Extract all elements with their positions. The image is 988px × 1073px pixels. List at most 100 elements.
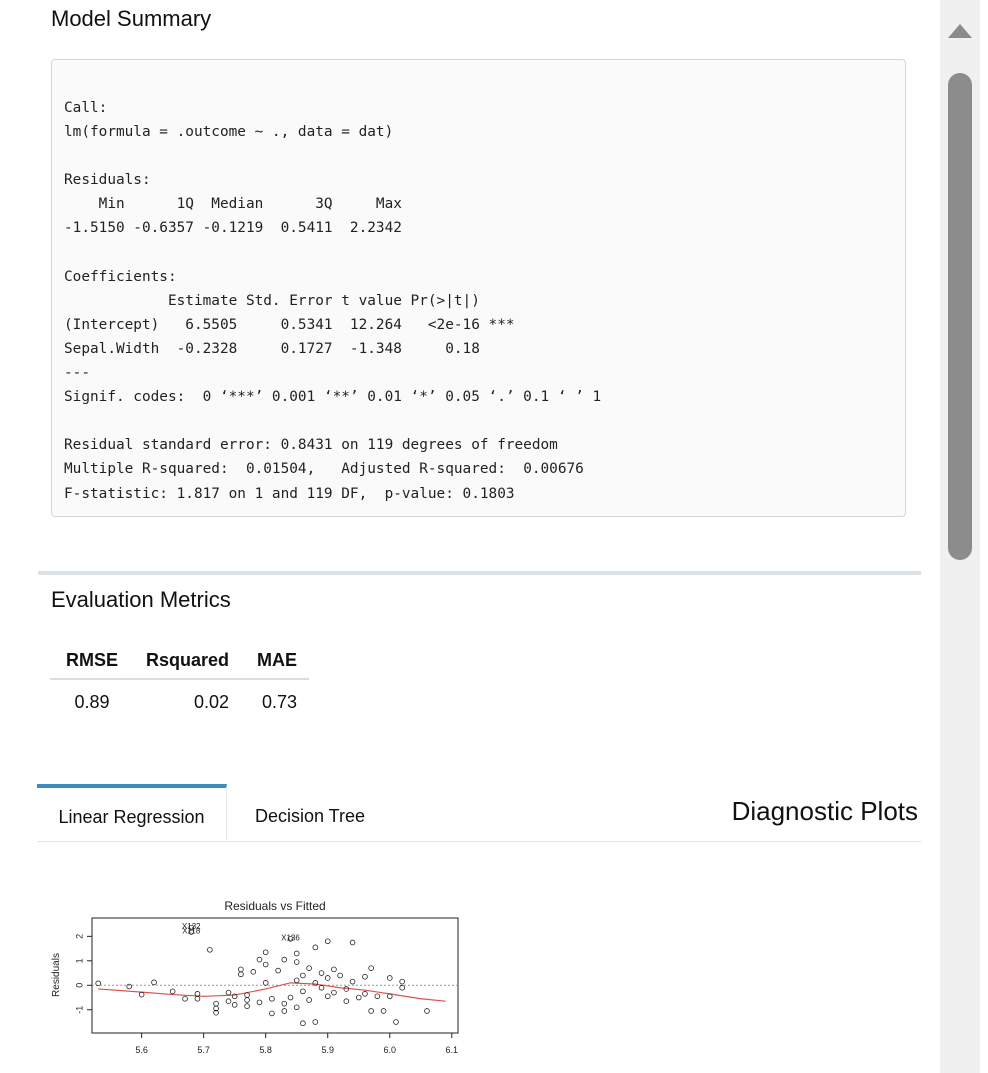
x-tick-label: 5.6 xyxy=(135,1045,148,1055)
value-mae: 0.73 xyxy=(262,691,298,712)
y-tick-label: -1 xyxy=(74,1006,84,1014)
main-panel: Model Summary Call: lm(formula = .outcom… xyxy=(37,6,921,1055)
data-point xyxy=(225,989,232,996)
data-point xyxy=(238,971,244,978)
data-point xyxy=(362,991,368,997)
data-point xyxy=(293,959,300,965)
evaluation-metrics-title: Evaluation Metrics xyxy=(51,587,231,612)
point-annotation: X132 xyxy=(182,922,201,931)
data-point xyxy=(306,997,312,1003)
data-point xyxy=(424,1008,430,1014)
data-point xyxy=(182,995,188,1002)
data-point xyxy=(300,988,306,995)
diagnostic-plots-title: Diagnostic Plots xyxy=(731,796,918,826)
data-point xyxy=(256,956,263,963)
data-point xyxy=(293,1004,300,1011)
data-point xyxy=(312,944,319,951)
value-rsquared: 0.02 xyxy=(194,691,230,712)
data-point xyxy=(386,993,393,1000)
data-point xyxy=(331,966,337,973)
y-tick-label: 1 xyxy=(74,958,84,963)
tab-linear-regression[interactable]: Linear Regression xyxy=(37,784,227,840)
data-point xyxy=(281,1008,288,1014)
data-point xyxy=(300,1020,306,1027)
residuals-vs-fitted-plot: Residuals vs Fitted Residuals -1 0 1 2 5.6 5… xyxy=(51,899,459,1055)
data-point xyxy=(306,965,312,971)
data-point xyxy=(393,1019,399,1025)
data-point xyxy=(244,992,250,998)
data-point xyxy=(262,961,269,968)
data-point xyxy=(312,980,319,986)
x-tick-label: 6.0 xyxy=(384,1045,397,1055)
data-point xyxy=(95,980,102,987)
model-tabs: Linear Regression Decision Tree xyxy=(37,784,921,842)
vertical-scrollbar[interactable] xyxy=(940,0,980,1073)
data-point xyxy=(126,983,133,990)
table-row: 0.89 0.02 0.73 xyxy=(50,679,309,724)
data-point xyxy=(213,1005,219,1012)
data-point xyxy=(238,966,244,973)
data-point xyxy=(269,995,275,1002)
tab-decision-tree[interactable]: Decision Tree xyxy=(254,806,366,826)
data-point xyxy=(331,989,337,996)
data-point xyxy=(362,973,368,980)
data-point xyxy=(213,1000,219,1007)
x-tick-label: 5.9 xyxy=(321,1045,334,1055)
data-point xyxy=(281,956,288,963)
data-point xyxy=(293,950,300,957)
data-point xyxy=(318,970,325,976)
data-point xyxy=(399,984,405,991)
value-rmse: 0.89 xyxy=(74,691,110,712)
x-tick-label: 6.1 xyxy=(446,1045,459,1055)
chart-title: Residuals vs Fitted xyxy=(224,899,325,913)
data-point xyxy=(349,978,356,985)
data-point xyxy=(374,993,381,1000)
data-point xyxy=(188,929,195,935)
data-point xyxy=(300,972,306,979)
data-point xyxy=(188,924,195,931)
data-point xyxy=(231,1002,238,1008)
data-point xyxy=(380,1008,387,1014)
header-rmse: RMSE xyxy=(50,642,131,680)
point-annotation: X136 xyxy=(281,934,300,943)
model-summary-title: Model Summary xyxy=(51,6,212,31)
y-tick-label: 2 xyxy=(74,934,84,939)
x-tick-label: 5.8 xyxy=(259,1045,272,1055)
model-summary-output: Call: lm(formula = .outcome ~ ., data = … xyxy=(51,59,906,517)
point-annotation: X118 xyxy=(182,927,201,936)
data-point xyxy=(207,947,213,953)
scroll-up-arrow-icon[interactable] xyxy=(948,24,972,38)
data-point xyxy=(312,1019,319,1025)
x-tick-label: 5.7 xyxy=(197,1045,210,1055)
data-point xyxy=(138,991,145,998)
section-divider xyxy=(38,571,921,575)
data-point xyxy=(343,986,350,992)
data-point xyxy=(399,978,405,985)
data-point xyxy=(244,997,250,1003)
data-point xyxy=(318,984,325,991)
data-point xyxy=(324,938,331,945)
data-point xyxy=(293,977,300,984)
data-point xyxy=(355,994,362,1001)
data-point xyxy=(287,935,294,942)
data-point xyxy=(262,980,269,986)
y-tick-label: 0 xyxy=(74,983,84,988)
data-point xyxy=(324,993,331,1000)
data-point xyxy=(281,1000,288,1007)
data-point xyxy=(269,1010,275,1017)
data-point xyxy=(262,949,269,956)
data-point xyxy=(386,975,393,981)
header-rsquared: Rsquared xyxy=(130,642,242,680)
data-point xyxy=(256,999,263,1006)
metrics-table: RMSE Rsquared MAE 0.89 0.02 0.73 xyxy=(50,642,310,724)
header-mae: MAE xyxy=(241,642,310,680)
data-point xyxy=(194,995,201,1002)
y-axis-label: Residuals xyxy=(51,953,62,997)
data-point xyxy=(231,993,238,1000)
data-point xyxy=(337,972,343,979)
scrollbar-thumb[interactable] xyxy=(948,73,972,560)
data-point xyxy=(275,967,281,974)
plot-frame xyxy=(91,917,459,1034)
data-point xyxy=(250,969,257,975)
data-point xyxy=(169,988,176,995)
